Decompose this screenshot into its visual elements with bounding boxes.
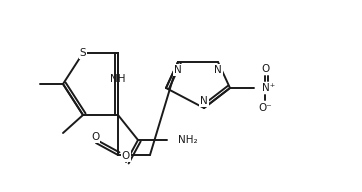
Text: NH₂: NH₂ [178, 135, 198, 145]
Text: S: S [80, 48, 86, 58]
Text: O: O [91, 132, 99, 142]
Text: N: N [214, 65, 222, 75]
Text: NH: NH [110, 74, 126, 84]
Text: N: N [200, 96, 208, 106]
Text: N⁺: N⁺ [262, 83, 275, 93]
Text: N: N [174, 65, 182, 75]
Text: O: O [261, 64, 269, 74]
Text: O: O [122, 151, 130, 161]
Text: O⁻: O⁻ [258, 103, 272, 113]
